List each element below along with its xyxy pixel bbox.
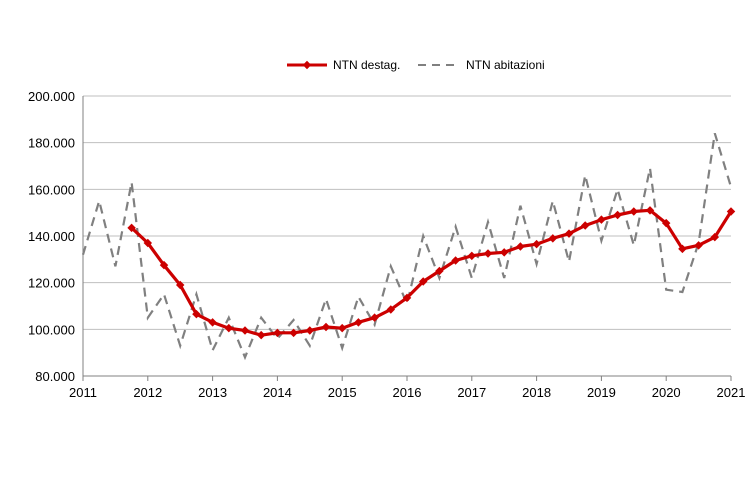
data-point-ntn-destag: [305, 326, 315, 335]
data-point-ntn-destag: [629, 207, 639, 216]
data-point-ntn-destag: [418, 277, 428, 286]
x-tick-label: 2015: [328, 385, 357, 400]
data-point-ntn-destag: [548, 234, 558, 243]
data-point-ntn-destag: [451, 256, 460, 265]
y-tick-label: 100.000: [28, 322, 75, 337]
axes: 80.000 100.000 120.000 140.000 160.000 180.00…: [28, 89, 745, 400]
data-point-ntn-destag: [386, 305, 396, 314]
data-point-ntn-destag: [321, 322, 331, 332]
data-point-ntn-destag: [532, 239, 541, 249]
data-point-ntn-destag: [127, 223, 136, 233]
data-point-ntn-destag: [370, 313, 379, 322]
x-tick-label: 2014: [263, 385, 292, 400]
data-point-ntn-destag: [224, 323, 234, 333]
x-tick-label: 2021: [717, 385, 746, 400]
data-point-ntn-destag: [337, 323, 347, 333]
data-point-ntn-destag: [613, 210, 622, 220]
data-point-ntn-destag: [402, 293, 412, 303]
data-point-ntn-destag: [143, 238, 153, 248]
data-point-ntn-destag: [354, 318, 363, 327]
data-point-ntn-destag: [435, 266, 444, 276]
legend-marker-ntn-destag: [302, 60, 312, 70]
data-point-ntn-destag: [289, 328, 298, 338]
data-point-ntn-destag: [159, 260, 169, 270]
x-tick-label: 2012: [133, 385, 162, 400]
series-line-ntn-destag: [130, 208, 733, 337]
data-point-ntn-destag: [192, 309, 201, 319]
gridlines: [83, 95, 731, 330]
data-point-ntn-destag: [597, 215, 606, 224]
y-tick-label: 140.000: [28, 229, 75, 244]
x-tick-label: 2020: [652, 385, 681, 400]
x-tick-label: 2019: [587, 385, 616, 400]
y-tick-label: 200.000: [28, 89, 75, 104]
y-tick-label: 160.000: [28, 182, 75, 197]
data-point-ntn-destag: [240, 326, 250, 335]
legend: NTN destag. NTN abitazioni: [287, 58, 545, 72]
y-tick-label: 80.000: [35, 369, 75, 384]
series-line-ntn-abitazioni: [81, 132, 733, 361]
data-point-ntn-destag: [467, 251, 477, 261]
x-tick-label: 2011: [69, 385, 97, 400]
data-point-ntn-destag: [208, 318, 217, 327]
y-tick-label: 180.000: [28, 136, 75, 151]
x-tick-label: 2016: [393, 385, 422, 400]
data-point-ntn-destag: [273, 328, 282, 338]
data-point-ntn-destag: [499, 248, 509, 257]
x-tick-label: 2018: [522, 385, 551, 400]
legend-label-ntn-abitazioni: NTN abitazioni: [466, 58, 545, 72]
data-point-ntn-destag: [256, 330, 266, 340]
x-tick-label: 2013: [198, 385, 227, 400]
data-point-ntn-destag: [483, 249, 493, 258]
series-lines: [81, 132, 736, 361]
x-tick-label: 2017: [457, 385, 486, 400]
data-point-ntn-destag: [175, 280, 185, 290]
legend-label-ntn-destag: NTN destag.: [333, 58, 400, 72]
data-point-ntn-destag: [516, 242, 525, 251]
y-tick-label: 120.000: [28, 276, 75, 291]
